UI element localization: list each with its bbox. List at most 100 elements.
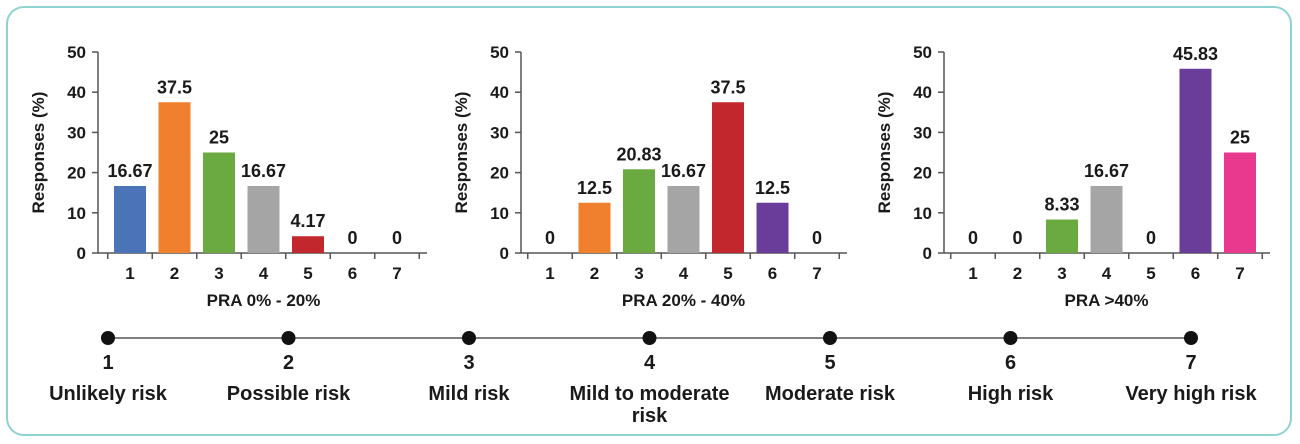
x-tick-label: 4 (1102, 264, 1112, 283)
bar-4 (1090, 185, 1123, 253)
y-tick-label: 10 (67, 204, 86, 223)
bar-6 (756, 202, 789, 253)
y-axis-title: Responses (%) (875, 92, 894, 214)
x-tick-label: 1 (545, 264, 554, 283)
x-tick-label: 3 (634, 264, 643, 283)
data-label: 0 (545, 228, 555, 248)
scale-label: Possible risk (227, 383, 351, 405)
bar-1 (114, 185, 146, 253)
y-tick-label: 20 (490, 164, 509, 183)
x-tick-label: 6 (1191, 264, 1200, 283)
x-tick-label: 7 (812, 264, 821, 283)
scale-number: 3 (463, 352, 474, 374)
x-tick-label: 5 (1146, 264, 1155, 283)
y-tick-label: 0 (500, 244, 509, 263)
x-tick-label: 7 (392, 264, 401, 283)
x-tick-label: 3 (214, 264, 223, 283)
y-tick-label: 50 (67, 43, 86, 62)
scale-number: 1 (102, 352, 113, 374)
y-tick-label: 40 (913, 83, 932, 102)
data-label: 16.67 (661, 161, 706, 181)
data-label: 45.83 (1173, 44, 1218, 64)
scale-dot-6 (1003, 331, 1018, 345)
y-tick-label: 20 (67, 164, 86, 183)
y-tick-label: 0 (77, 244, 86, 263)
bar-4 (667, 185, 700, 253)
scale-dot-5 (823, 331, 837, 345)
scale-number: 4 (644, 352, 656, 374)
x-tick-label: 5 (723, 264, 732, 283)
y-axis-title: Responses (%) (29, 92, 48, 214)
y-tick-label: 10 (913, 204, 932, 223)
y-tick-label: 30 (67, 123, 86, 142)
y-tick-label: 30 (913, 123, 932, 142)
y-tick-label: 0 (923, 244, 932, 263)
scale-number: 6 (1005, 352, 1016, 374)
scale-dot-3 (462, 331, 476, 345)
y-tick-label: 10 (490, 204, 509, 223)
data-label: 16.67 (1084, 161, 1129, 181)
x-tick-label: 4 (679, 264, 689, 283)
scale-dot-1 (101, 331, 115, 345)
scale-label: Unlikely risk (49, 383, 168, 405)
data-label: 0 (812, 228, 822, 248)
bar-2 (578, 202, 611, 253)
x-axis-title: PRA >40% (1065, 291, 1149, 310)
scale-label: High risk (968, 383, 1054, 405)
data-label: 37.5 (157, 77, 192, 97)
bar-4 (247, 185, 280, 253)
scale-number: 7 (1185, 352, 1196, 374)
y-tick-label: 50 (913, 43, 932, 62)
x-tick-label: 5 (303, 264, 312, 283)
data-label: 0 (1012, 228, 1022, 248)
data-label: 0 (1146, 228, 1156, 248)
data-label: 0 (392, 228, 402, 248)
bar-3 (623, 169, 655, 253)
x-tick-label: 6 (768, 264, 777, 283)
x-tick-label: 2 (170, 264, 179, 283)
bar-3 (203, 152, 235, 253)
y-tick-label: 30 (490, 123, 509, 142)
data-label: 25 (209, 128, 229, 148)
scale-number: 2 (283, 352, 294, 374)
x-tick-label: 2 (1013, 264, 1022, 283)
data-label: 12.5 (577, 178, 612, 198)
scale-dot-2 (281, 331, 296, 345)
y-axis-title: Responses (%) (452, 92, 471, 214)
data-label: 0 (968, 228, 978, 248)
x-tick-label: 2 (590, 264, 599, 283)
data-label: 25 (1230, 128, 1250, 148)
scale-number: 5 (824, 352, 835, 374)
data-label: 12.5 (755, 178, 790, 198)
x-tick-label: 6 (348, 264, 357, 283)
x-tick-label: 1 (968, 264, 977, 283)
data-label: 0 (347, 228, 357, 248)
scale-dot-7 (1184, 331, 1198, 345)
scale-label: Mild to moderate risk (569, 383, 729, 427)
bar-5 (292, 236, 324, 253)
data-label: 37.5 (710, 77, 745, 97)
y-tick-label: 20 (913, 164, 932, 183)
scale-label: Moderate risk (765, 383, 896, 405)
bar-5 (712, 102, 744, 253)
data-label: 8.33 (1044, 195, 1079, 215)
x-tick-label: 3 (1057, 264, 1066, 283)
risk-scale: 1 Unlikely risk 2 Possible risk 3 Mild risk 4 M… (49, 331, 1257, 427)
bar-6 (1179, 68, 1212, 253)
y-tick-label: 40 (67, 83, 86, 102)
y-tick-label: 40 (490, 83, 509, 102)
data-label: 20.83 (616, 144, 661, 164)
scale-label: Mild risk (428, 383, 510, 405)
bar-7 (1224, 152, 1256, 253)
scale-label: Very high risk (1125, 383, 1257, 405)
data-label: 4.17 (290, 211, 325, 231)
x-axis-title: PRA 0% - 20% (207, 291, 321, 310)
x-axis-title: PRA 20% - 40% (622, 291, 745, 310)
x-tick-label: 4 (259, 264, 269, 283)
x-tick-label: 1 (125, 264, 134, 283)
